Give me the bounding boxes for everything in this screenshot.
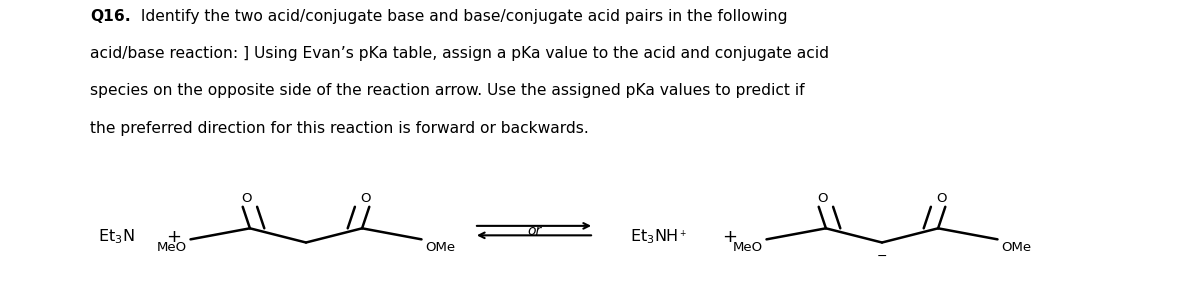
Text: O: O [936, 192, 947, 205]
Text: MeO: MeO [157, 241, 187, 254]
Text: acid/base reaction: ] Using Evan’s pKa table, assign a pKa value to the acid and: acid/base reaction: ] Using Evan’s pKa t… [90, 46, 829, 61]
Text: Q16.: Q16. [90, 9, 131, 24]
Text: $^+$: $^+$ [678, 229, 688, 239]
Text: O: O [241, 192, 252, 205]
Text: O: O [360, 192, 371, 205]
Text: Identify the two acid/conjugate base and base/conjugate acid pairs in the follow: Identify the two acid/conjugate base and… [136, 9, 787, 24]
Text: Et$_3$NH: Et$_3$NH [630, 227, 678, 246]
Text: Et$_3$N: Et$_3$N [98, 227, 134, 246]
Text: or: or [527, 224, 541, 238]
Text: OMe: OMe [425, 241, 455, 254]
Text: O: O [817, 192, 828, 205]
Text: +: + [167, 228, 181, 246]
Text: +: + [722, 228, 737, 246]
Text: species on the opposite side of the reaction arrow. Use the assigned pKa values : species on the opposite side of the reac… [90, 83, 805, 98]
Text: the preferred direction for this reaction is forward or backwards.: the preferred direction for this reactio… [90, 121, 589, 135]
Text: −: − [877, 250, 887, 263]
Text: MeO: MeO [733, 241, 763, 254]
Text: OMe: OMe [1001, 241, 1031, 254]
